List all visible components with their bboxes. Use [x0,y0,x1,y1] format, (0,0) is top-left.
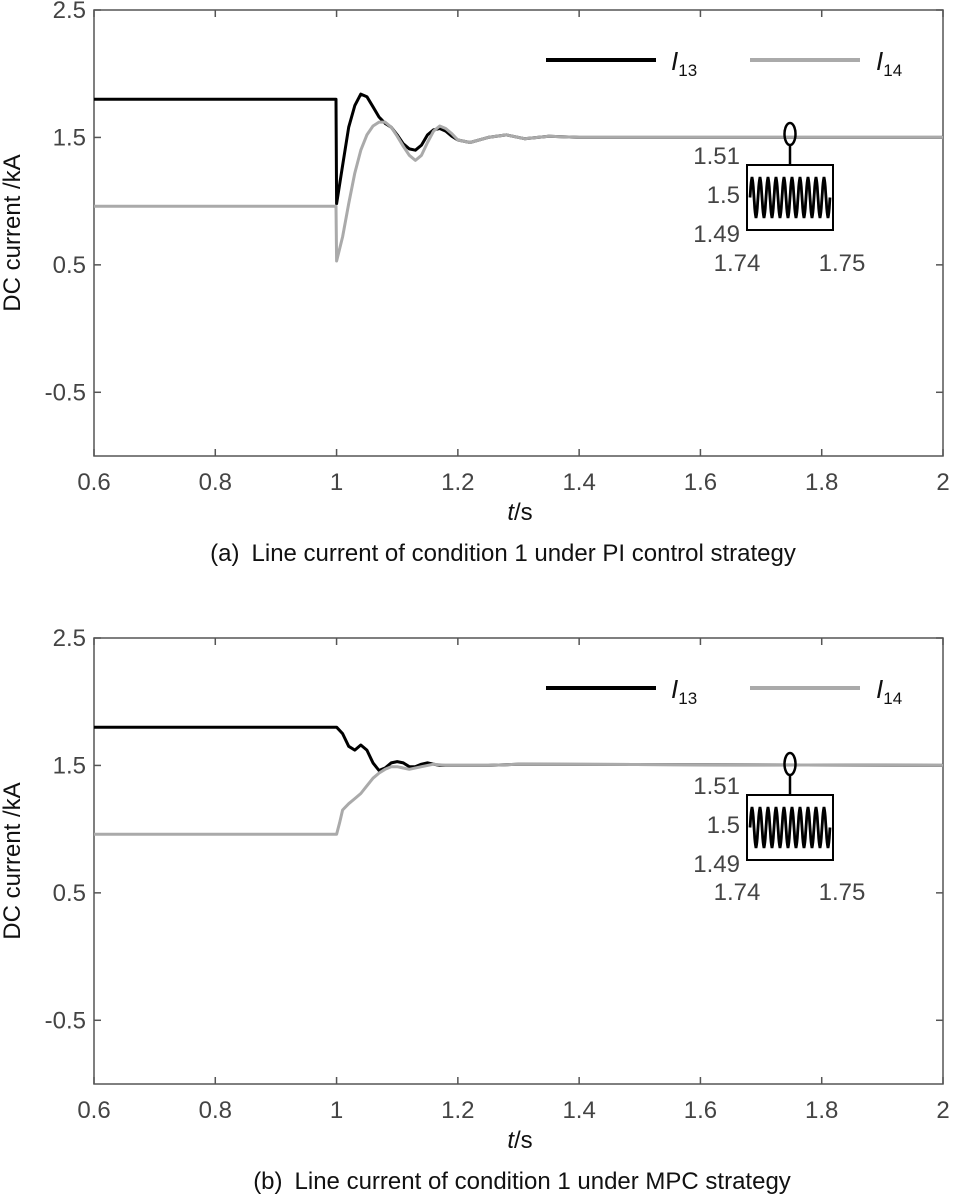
series-layer [94,92,943,263]
inset-ytick-label: 1.49 [693,851,740,878]
y-tick-label: 0.5 [53,252,86,279]
y-tick-label: 2.5 [53,625,86,652]
x-tick-label: 0.6 [77,1097,110,1124]
panel-caption-label: (b) [253,1168,282,1195]
inset-xtick-label: 1.74 [714,250,761,277]
legend: I13 I14 [546,674,902,708]
legend-label-i13: I13 [671,46,697,80]
y-axis-label: DC current /kA [0,154,26,311]
x-tick-label: 2 [936,469,949,496]
panel-b: 0.6 0.8 1 1.2 1.4 1.6 1.8 2 -0.5 0.5 1.5 2.5 DC cu… [0,625,950,1195]
inset-ytick-label: 1.51 [693,773,740,800]
x-tick-label: 1.8 [805,1097,838,1124]
y-tick-label: 1.5 [53,124,86,151]
y-tick-label: 0.5 [53,880,86,907]
panel-a: 0.6 0.8 1 1.2 1.4 1.6 1.8 2 -0.5 0.5 1.5 2.5 DC cu… [0,0,950,567]
plot-frame [93,9,944,457]
zoom-marker-ellipse [783,121,797,147]
inset-ytick-label: 1.5 [707,812,740,839]
series-layer [94,725,944,836]
y-tick-label: -0.5 [45,1007,86,1034]
x-tick-label: 1.2 [441,1097,474,1124]
panel-caption: (b) Line current of condition 1 under MPC… [253,1168,791,1195]
x-axis-label-var: t [507,499,515,526]
inset-xtick-label: 1.74 [714,879,761,906]
x-axis: 0.6 0.8 1 1.2 1.4 1.6 1.8 2 [77,638,950,1124]
x-axis: 0.6 0.8 1 1.2 1.4 1.6 1.8 2 [77,10,950,496]
x-axis-label: t/s [507,1127,532,1154]
y-tick-label: 2.5 [53,0,86,24]
x-tick-label: 1.4 [562,1097,595,1124]
y-tick-label: 1.5 [53,752,86,779]
panel-caption-title: Line current of condition 1 under PI con… [252,540,796,567]
legend-label-i14: I14 [876,46,902,80]
inset-zoom: 1.51 1.5 1.49 1.74 1.75 [693,751,866,906]
inset-xtick-label: 1.75 [819,250,866,277]
x-tick-label: 2 [936,1097,949,1124]
inset-oscillation-line [748,176,832,219]
y-axis-label: DC current /kA [0,782,26,939]
x-tick-label: 0.8 [199,469,232,496]
panel-caption-label: (a) [210,540,239,567]
series-line-i14 [94,120,943,263]
x-tick-label: 1.6 [684,469,717,496]
panel-caption-title: Line current of condition 1 under MPC st… [295,1168,791,1195]
legend: I13 I14 [546,46,902,80]
y-tick-label: -0.5 [45,379,86,406]
inset-ytick-label: 1.5 [707,182,740,209]
y-axis: -0.5 0.5 1.5 2.5 [45,625,943,1034]
x-tick-label: 1.8 [805,469,838,496]
x-tick-label: 1.2 [441,469,474,496]
panel-caption: (a) Line current of condition 1 under PI … [210,540,796,567]
series-line-i14 [94,762,944,836]
x-tick-label: 1 [330,469,343,496]
y-axis: -0.5 0.5 1.5 2.5 [45,0,943,406]
x-tick-label: 0.6 [77,469,110,496]
x-tick-label: 0.8 [199,1097,232,1124]
plot-frame [93,637,944,1085]
inset-ytick-label: 1.51 [693,143,740,170]
inset-ytick-label: 1.49 [693,221,740,248]
inset-oscillation-line [748,806,832,849]
x-axis-label-var: t [507,1127,515,1154]
x-axis-label-unit: /s [514,499,533,526]
x-tick-label: 1.4 [562,469,595,496]
x-axis-label-unit: /s [514,1127,533,1154]
x-tick-label: 1 [330,1097,343,1124]
inset-xtick-label: 1.75 [819,879,866,906]
legend-label-i13: I13 [671,674,697,708]
legend-label-i14: I14 [876,674,902,708]
x-tick-label: 1.6 [684,1097,717,1124]
inset-zoom: 1.51 1.5 1.49 1.74 1.75 [693,121,866,277]
x-axis-label: t/s [507,499,532,526]
